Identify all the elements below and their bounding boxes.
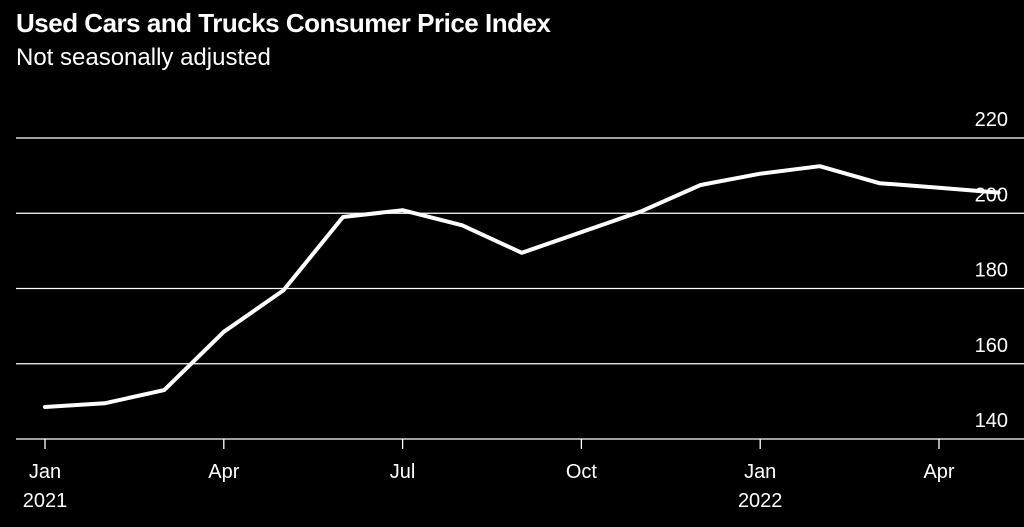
chart-title: Used Cars and Trucks Consumer Price Inde… <box>16 8 551 38</box>
x-tick-label-2022-01: Jan <box>744 461 776 483</box>
tick-labels: 140 160 180 200 220 Jan 2021 Apr Jul Oct Jan 2022 Ap… <box>23 109 1008 512</box>
x-tick-year-2021: 2021 <box>23 490 68 512</box>
x-axis <box>44 439 940 449</box>
series-line-0 <box>43 164 1001 409</box>
x-tick-label-2021-07: Jul <box>390 461 416 483</box>
y-tick-label-200: 200 <box>975 184 1008 206</box>
x-tick-label-2021-10: Oct <box>566 461 598 483</box>
grid-layer <box>16 137 1024 440</box>
x-tick-label-2022-04: Apr <box>923 461 954 483</box>
y-tick-label-180: 180 <box>975 260 1008 282</box>
x-tick-label-2021-04: Apr <box>208 461 239 483</box>
y-tick-label-160: 160 <box>975 335 1008 357</box>
x-tick-label-2021-01: Jan <box>29 461 61 483</box>
chart-subtitle: Not seasonally adjusted <box>16 44 271 71</box>
y-tick-label-220: 220 <box>975 109 1008 131</box>
y-tick-label-140: 140 <box>975 410 1008 432</box>
x-tick-year-2022: 2022 <box>738 490 783 512</box>
series-layer <box>43 164 1001 409</box>
